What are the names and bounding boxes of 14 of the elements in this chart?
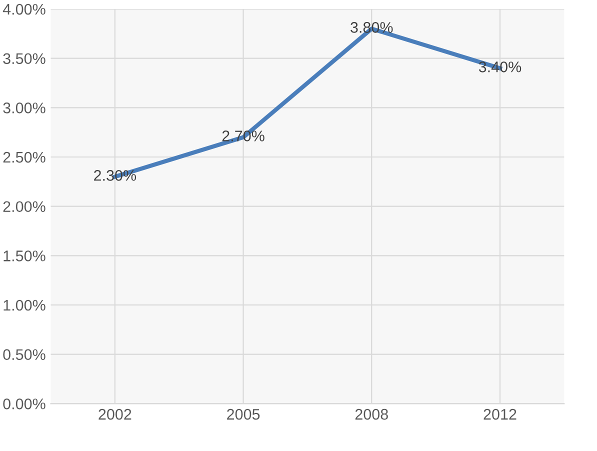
y-tick-label: 3.50% bbox=[3, 53, 46, 64]
y-tick-label: 1.50% bbox=[4, 250, 46, 262]
data-label: 3.80% bbox=[350, 22, 393, 33]
y-tick-label: 0.00% bbox=[3, 398, 46, 410]
y-tick-label: 4.00% bbox=[2, 4, 46, 15]
y-tick-label: 1.00% bbox=[4, 300, 46, 311]
x-tick-label: 2002 bbox=[98, 408, 132, 420]
x-tick-label: 2012 bbox=[484, 408, 516, 420]
y-tick-label: 0.50% bbox=[3, 349, 46, 360]
x-tick-label: 2005 bbox=[227, 408, 260, 420]
x-tick-label: 2008 bbox=[355, 408, 388, 420]
y-tick-label: 2.50% bbox=[3, 152, 46, 163]
y-tick-label: 3.00% bbox=[3, 102, 46, 114]
y-tick-label: 2.00% bbox=[3, 201, 46, 212]
